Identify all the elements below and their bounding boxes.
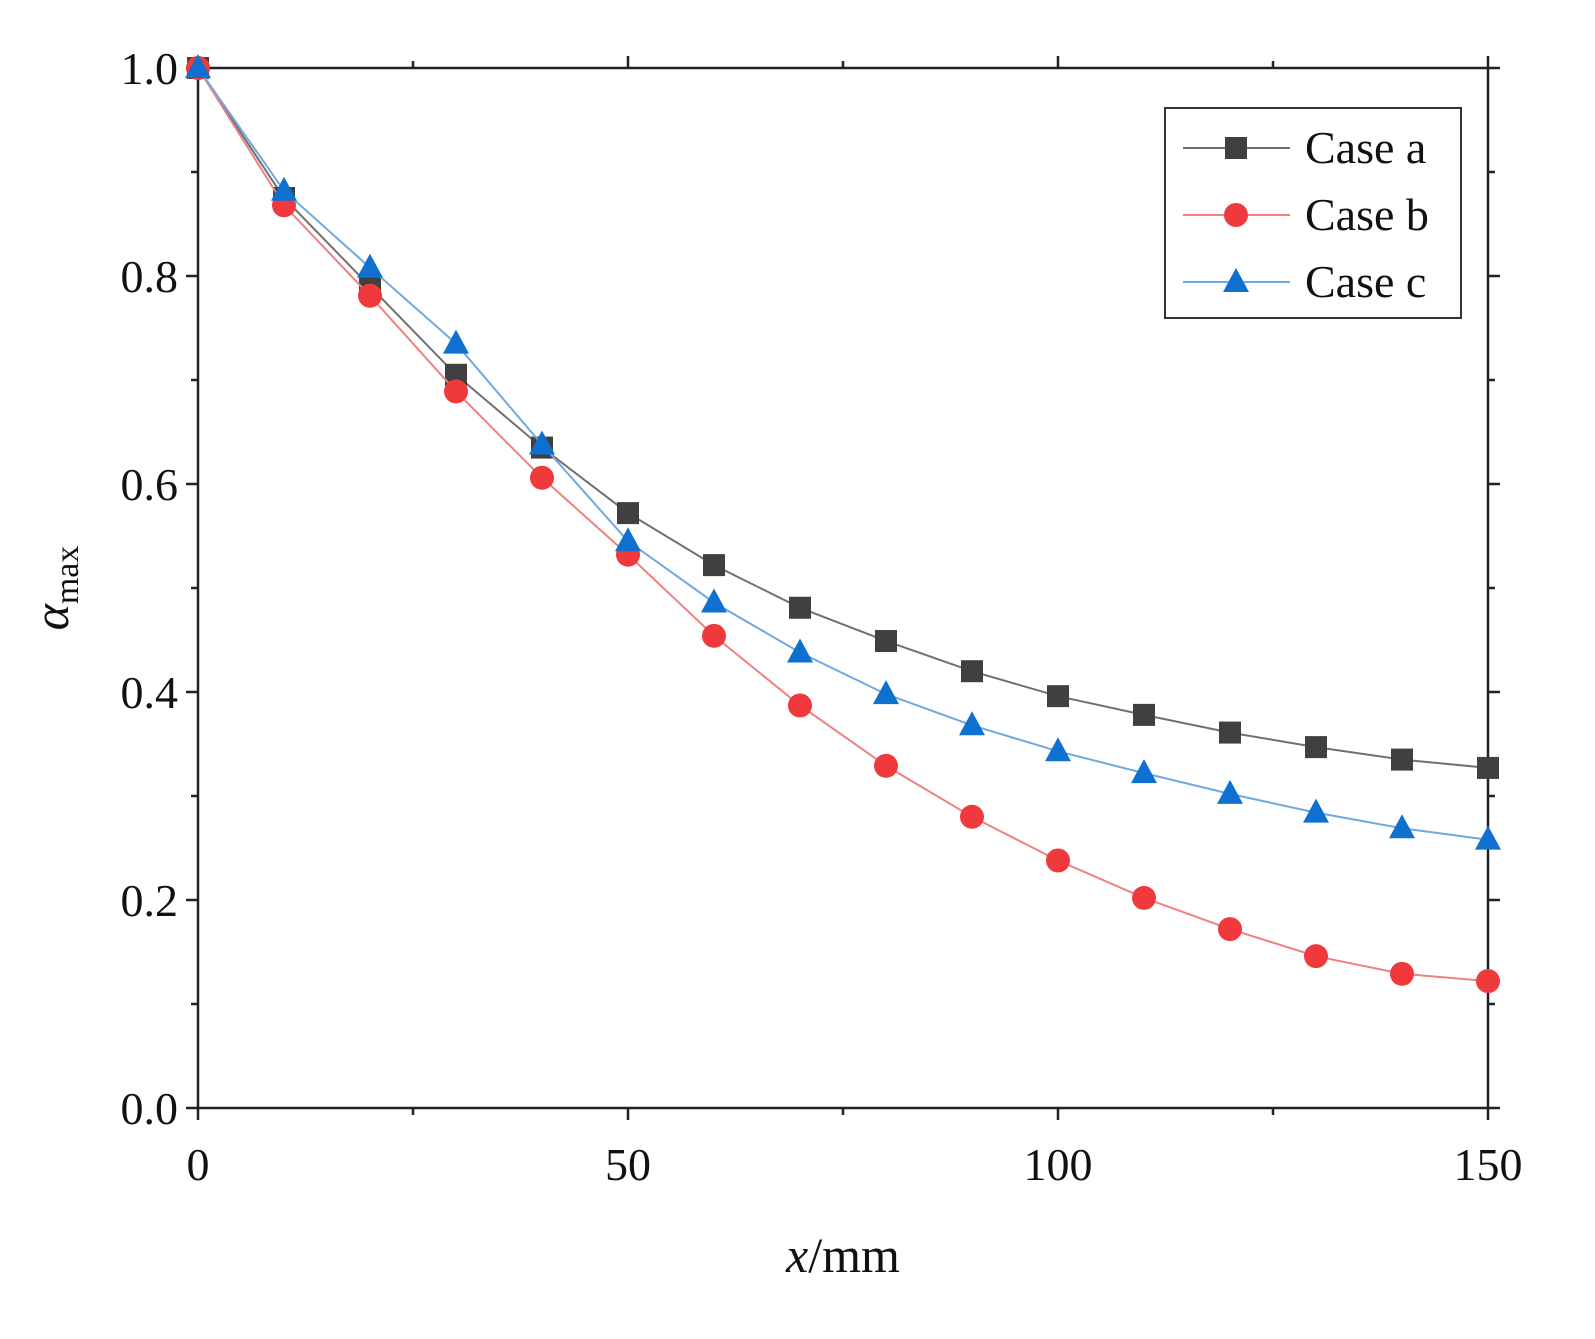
data-point-case-b <box>358 283 382 308</box>
y-tick-label: 0.4 <box>121 667 179 718</box>
data-point-case-c <box>1217 779 1243 804</box>
data-point-case-c <box>701 588 727 613</box>
series-case-c <box>185 54 1501 850</box>
y-axis-label-subscript: max <box>49 546 86 605</box>
data-point-case-b <box>1476 969 1500 994</box>
series-line-case-a <box>197 67 1489 769</box>
data-point-case-c <box>443 329 469 354</box>
y-tick-label: 1.0 <box>121 43 179 94</box>
x-tick-label: 150 <box>1454 1139 1523 1190</box>
y-tick-label: 0.0 <box>121 1083 179 1134</box>
legend-label: Case b <box>1305 189 1429 240</box>
data-point-case-a <box>789 596 811 619</box>
data-point-case-b <box>444 379 468 404</box>
legend-item-case-a: Case a <box>1183 122 1426 173</box>
data-point-case-b <box>788 693 812 718</box>
data-point-case-c <box>1131 759 1157 784</box>
legend-item-case-c: Case c <box>1183 256 1426 307</box>
data-point-case-c <box>615 527 641 552</box>
data-point-case-c <box>1475 825 1501 850</box>
legend: Case a Case b Case c <box>1164 107 1462 319</box>
y-tick-label: 0.2 <box>121 875 179 926</box>
data-point-case-a <box>1391 748 1413 771</box>
axis-ticks <box>186 56 1500 1120</box>
data-point-case-c <box>787 638 813 663</box>
data-point-case-c <box>529 430 555 455</box>
x-tick-label: 0 <box>187 1139 210 1190</box>
data-point-case-b <box>1132 885 1156 910</box>
legend-items: Case a Case b Case c <box>1183 122 1429 307</box>
x-axis-label-unit: /mm <box>808 1227 900 1283</box>
tick-labels: 0 50 100 150 0.0 0.2 0.4 0.6 0.8 1.0 <box>121 43 1523 1190</box>
data-point-case-c <box>271 176 297 201</box>
data-point-case-c <box>357 253 383 278</box>
series-layer <box>185 54 1501 994</box>
data-point-case-b <box>874 753 898 778</box>
data-point-case-b <box>1218 917 1242 942</box>
data-point-case-a <box>445 363 467 386</box>
x-axis-label: x/mm <box>785 1227 900 1283</box>
data-point-case-a <box>1219 721 1241 744</box>
data-point-case-b <box>1304 944 1328 969</box>
data-point-case-c <box>1303 798 1329 823</box>
legend-marker <box>1223 268 1249 292</box>
data-point-case-c <box>959 711 985 736</box>
data-point-case-a <box>1305 736 1327 759</box>
data-point-case-b <box>1390 961 1414 986</box>
data-point-case-a <box>703 554 725 577</box>
data-point-case-a <box>961 660 983 683</box>
legend-label: Case a <box>1305 122 1426 173</box>
data-point-case-a <box>875 630 897 653</box>
data-point-case-c <box>1389 814 1415 839</box>
legend-label: Case c <box>1305 256 1426 307</box>
data-point-case-a <box>1133 703 1155 726</box>
data-point-case-a <box>1047 685 1069 708</box>
data-point-case-a <box>1477 756 1499 779</box>
y-tick-label: 0.8 <box>121 251 179 302</box>
data-point-case-b <box>960 804 984 829</box>
data-point-case-c <box>185 54 211 78</box>
legend-marker <box>1224 203 1248 227</box>
data-point-case-c <box>1045 737 1071 762</box>
y-axis-label: αmax <box>23 546 86 631</box>
x-tick-label: 100 <box>1024 1139 1093 1190</box>
series-line-case-c <box>197 67 1489 841</box>
y-tick-label: 0.6 <box>121 459 179 510</box>
data-point-case-b <box>1046 848 1070 873</box>
x-tick-label: 50 <box>605 1139 651 1190</box>
data-point-case-a <box>617 502 639 525</box>
data-point-case-b <box>702 623 726 648</box>
x-axis-label-variable: x <box>785 1227 808 1283</box>
y-axis-label-symbol: α <box>23 602 79 630</box>
series-line-case-b <box>197 67 1489 983</box>
data-point-case-c <box>873 680 899 705</box>
data-point-case-b <box>530 465 554 490</box>
legend-marker <box>1225 137 1247 159</box>
legend-item-case-b: Case b <box>1183 189 1429 240</box>
